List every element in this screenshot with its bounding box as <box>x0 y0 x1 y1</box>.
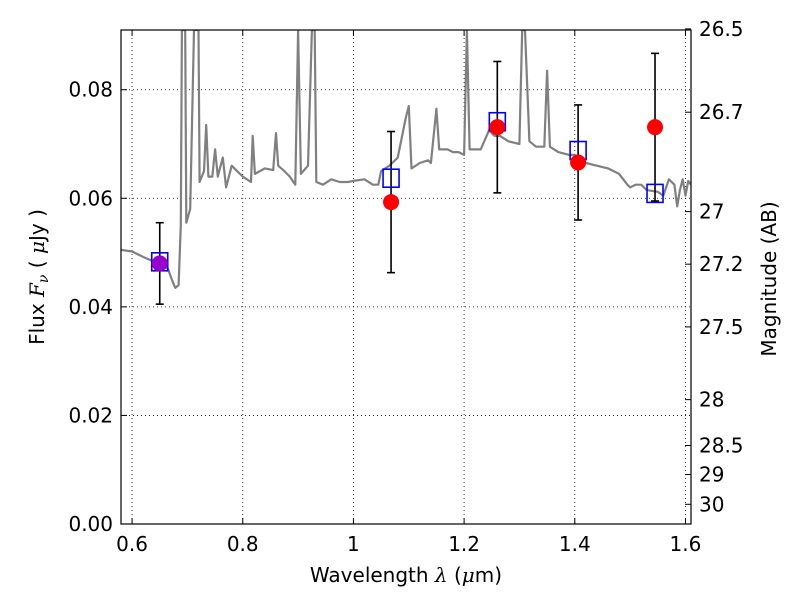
x-tick-label: 0.8 <box>227 532 259 556</box>
y-axis-ticks: 0.00 0.02 0.04 0.06 0.08 <box>68 78 127 536</box>
spectrum-line <box>121 30 691 289</box>
y2-axis-ticks: 26.5 26.7 27 27.2 27.5 28 28.5 29 30 <box>685 17 744 516</box>
x-tick-label: 1.2 <box>448 532 480 556</box>
y-tick-label: 0.06 <box>68 186 113 210</box>
y-tick-label: 0.04 <box>68 295 113 319</box>
y2-tick-label: 28 <box>699 388 724 412</box>
y2-tick-label: 26.5 <box>699 17 744 41</box>
observed-photometry-dots <box>151 119 664 272</box>
x-tick-label: 1 <box>347 532 360 556</box>
grid-lines <box>121 30 691 524</box>
error-bars <box>155 52 660 305</box>
y2-tick-label: 27 <box>699 200 724 224</box>
model-square <box>646 183 664 204</box>
y-tick-label: 0.00 <box>68 512 113 536</box>
x-axis-label: Wavelength λ (μm) <box>310 563 502 587</box>
y2-axis-label: Magnitude (AB) <box>757 201 781 356</box>
x-tick-label: 1.6 <box>670 532 702 556</box>
observed-dot <box>151 255 168 272</box>
observed-dot <box>383 194 400 211</box>
x-axis-ticks: 0.6 0.8 1 1.2 1.4 1.6 <box>116 30 701 556</box>
y2-tick-label: 30 <box>699 492 724 516</box>
y2-tick-label: 27.5 <box>699 315 744 339</box>
model-square <box>382 168 400 188</box>
plot-frame <box>120 29 692 525</box>
model-photometry-squares <box>150 111 664 272</box>
y2-tick-label: 29 <box>699 462 724 486</box>
y2-tick-label: 27.2 <box>699 252 744 276</box>
y-tick-label: 0.08 <box>68 78 113 102</box>
y-tick-label: 0.02 <box>68 403 113 427</box>
observed-dot <box>489 119 506 136</box>
observed-dot <box>647 119 664 136</box>
observed-dot <box>570 154 587 171</box>
x-tick-label: 0.6 <box>116 532 148 556</box>
y2-tick-label: 28.5 <box>699 434 744 458</box>
y-axis-label: Flux Fν ( μJy ) <box>25 209 52 345</box>
x-tick-label: 1.4 <box>559 532 591 556</box>
model-spectrum <box>121 30 691 289</box>
y2-tick-label: 26.7 <box>699 100 744 124</box>
